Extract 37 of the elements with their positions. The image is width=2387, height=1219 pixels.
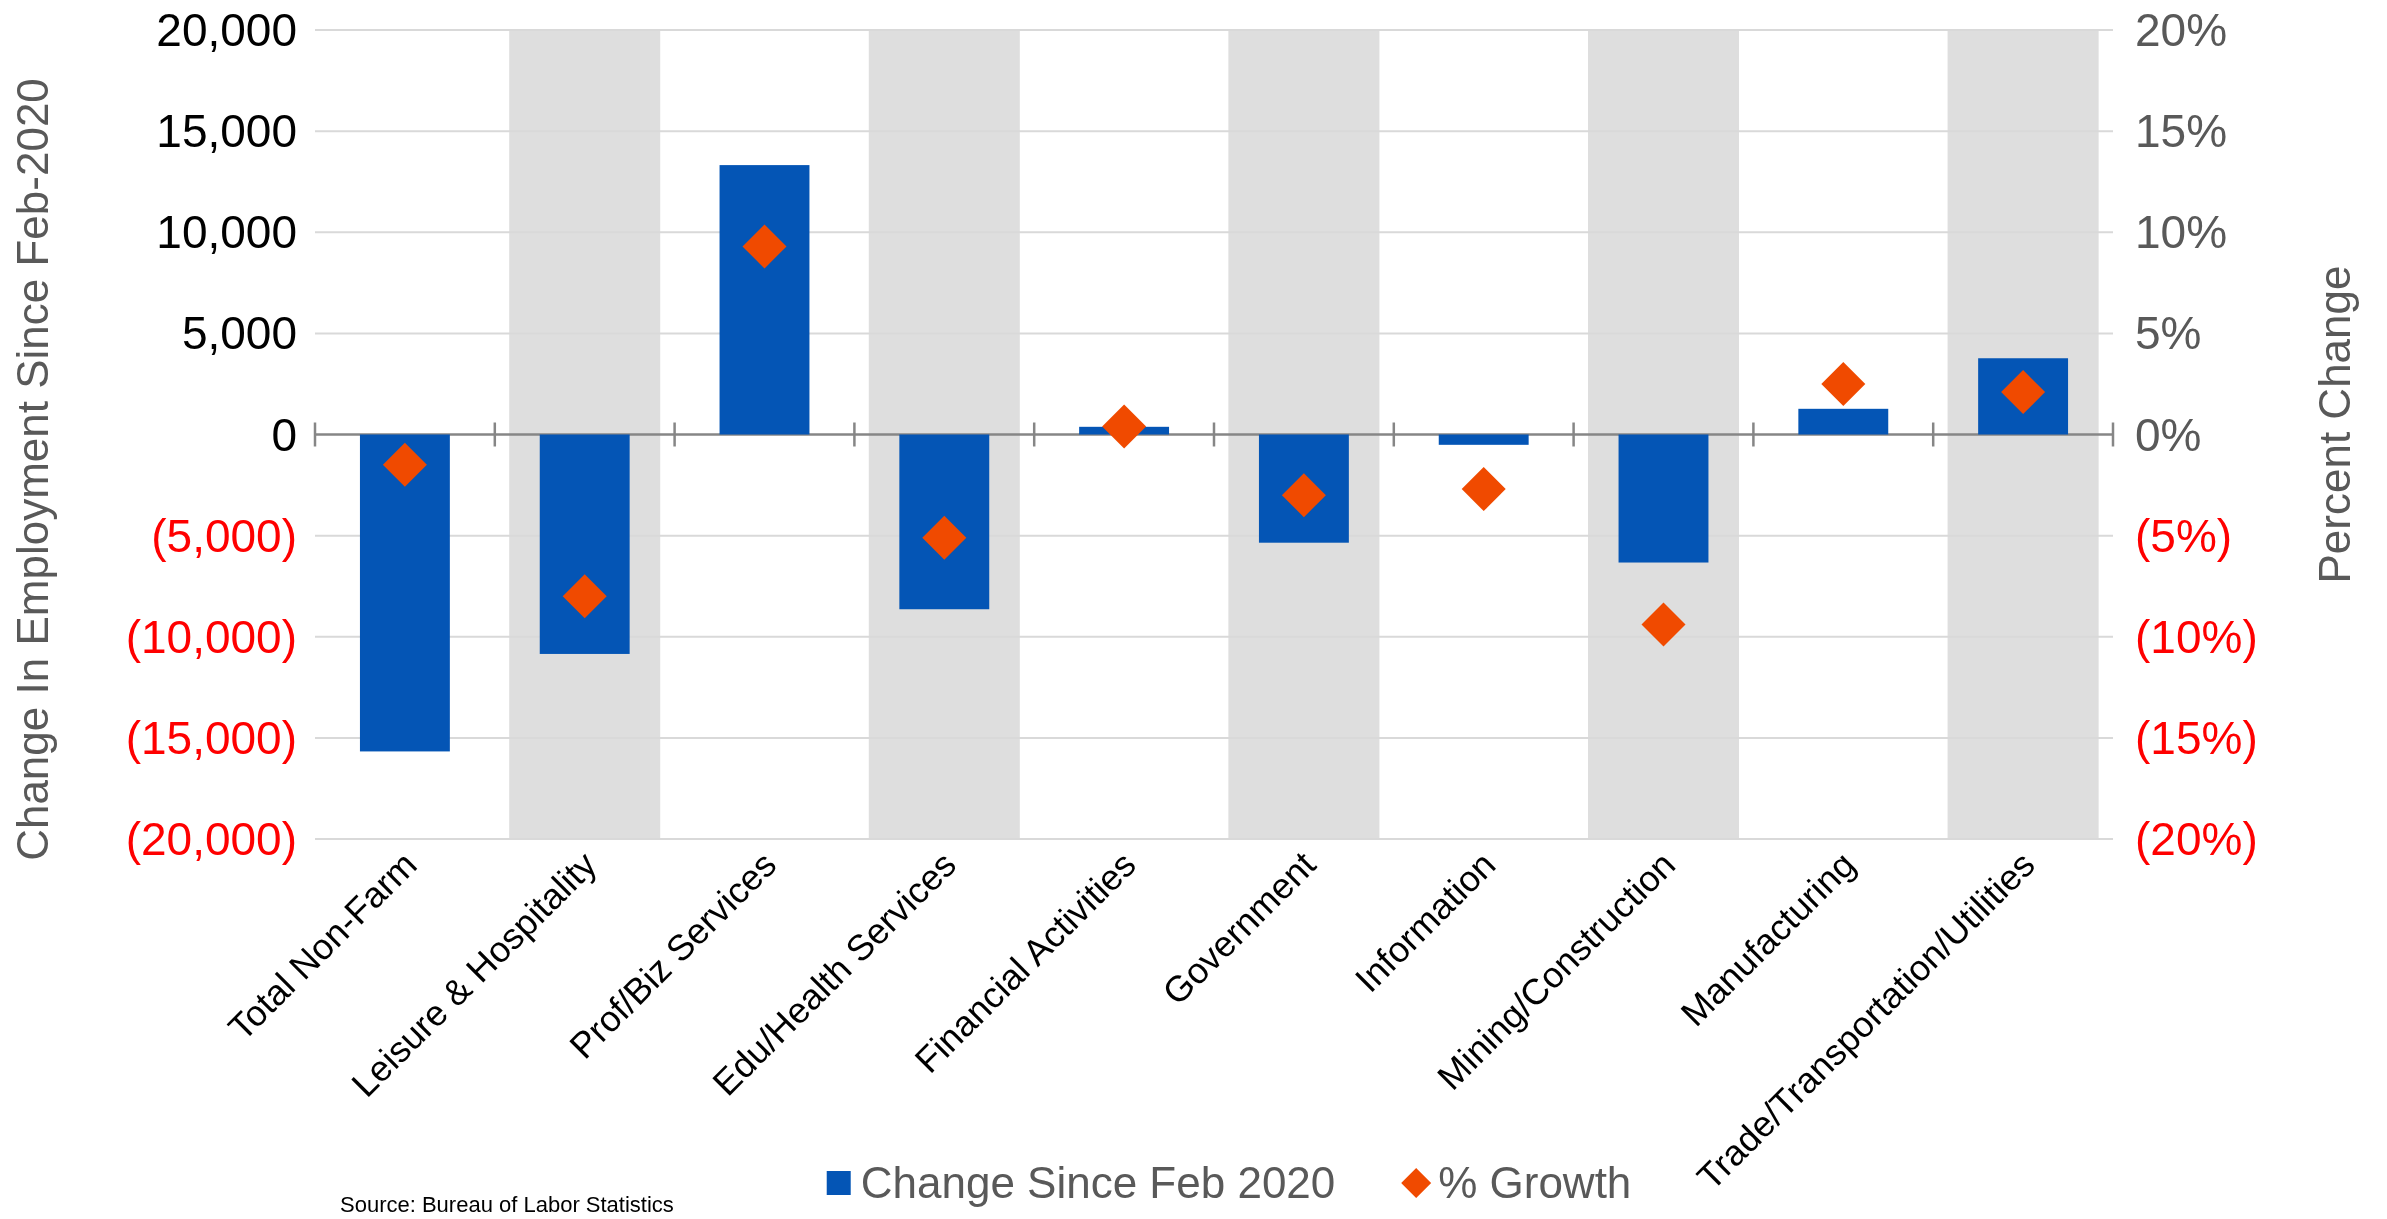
bar [719,165,810,435]
y2-tick-label: (10%) [2135,610,2258,663]
bar [1798,408,1889,435]
y-tick-label: 20,000 [156,4,297,57]
bar [539,434,630,654]
y2-axis-title: Percent Change [2310,265,2359,584]
y2-tick-label: 20% [2135,4,2228,57]
y-tick-label: 15,000 [156,105,297,158]
y-tick-label: (5,000) [151,509,297,562]
y-tick-label: 0 [271,408,297,461]
bar [899,434,990,610]
y-tick-label: 10,000 [156,206,297,259]
point [382,442,427,487]
y-tick-label: (10,000) [125,610,297,663]
source-note: Source: Bureau of Labor Statistics [340,1192,674,1217]
y2-tick-label: (15%) [2135,711,2258,764]
bar [1618,434,1709,563]
point [1641,602,1686,647]
point [1102,404,1147,449]
y-tick-label: 5,000 [181,307,297,360]
point [1461,467,1506,512]
point [562,574,607,619]
y2-tick-label: (20%) [2135,813,2258,866]
y2-tick-label: 0% [2135,408,2202,461]
y2-tick-label: (5%) [2135,509,2233,562]
y-axis-title: Change In Employment Since Feb-2020 [8,78,57,861]
bar [1438,434,1529,445]
bar [1258,434,1349,543]
legend-label: % Growth [1438,1158,1632,1208]
point [1821,361,1866,406]
y2-tick-label: 10% [2135,206,2228,259]
bar [359,434,450,752]
point [742,224,787,269]
y-tick-label: (15,000) [125,711,297,764]
y2-tick-label: 5% [2135,307,2202,360]
legend-label: Change Since Feb 2020 [860,1158,1336,1208]
y2-tick-label: 15% [2135,105,2228,158]
